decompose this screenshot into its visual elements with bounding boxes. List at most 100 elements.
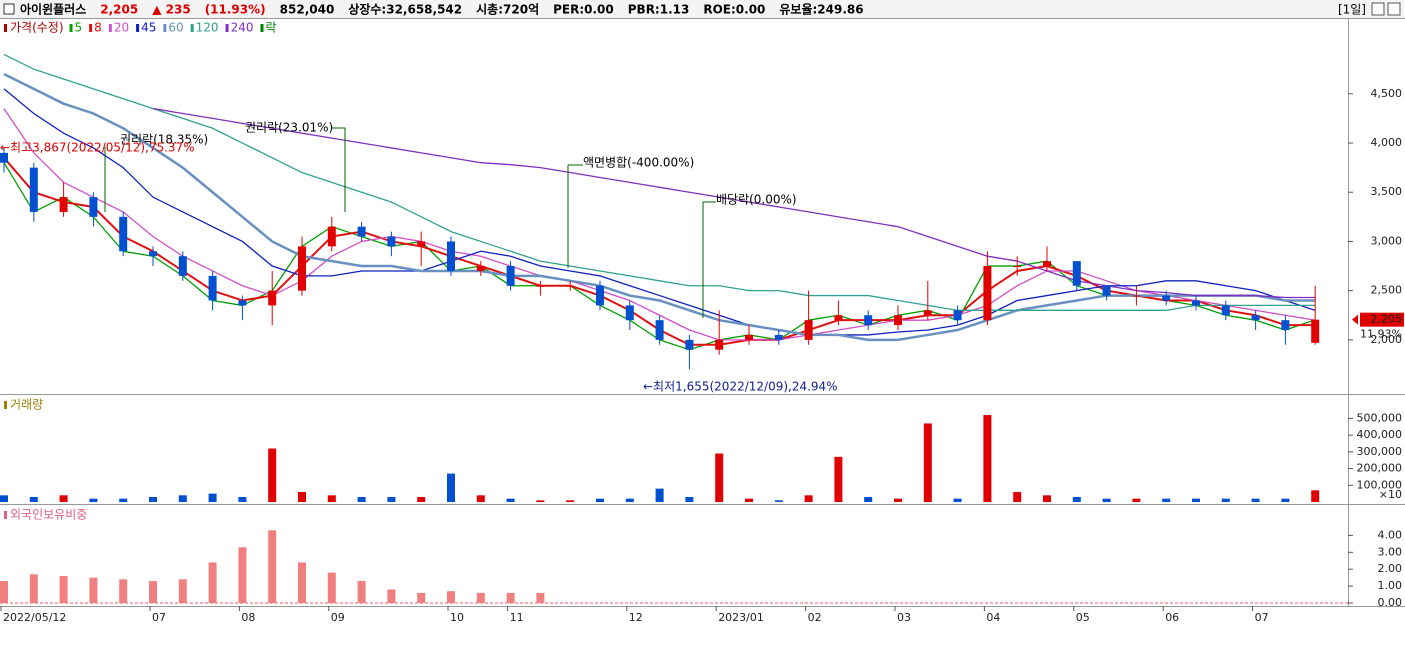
candle-body xyxy=(685,339,694,350)
bar xyxy=(178,579,187,603)
bar xyxy=(119,498,128,502)
ma-line xyxy=(3,88,1316,336)
bar xyxy=(655,488,664,502)
candle-body xyxy=(1102,285,1111,296)
bar xyxy=(506,592,515,603)
bar xyxy=(447,591,455,603)
bar xyxy=(1013,491,1022,502)
candle-body xyxy=(1013,266,1022,268)
x-tick-label: 2022/05/12 xyxy=(3,611,66,624)
candle-body xyxy=(1221,305,1230,316)
x-tick-label: 02 xyxy=(808,611,822,624)
bar xyxy=(1132,498,1141,502)
annotation: 배당락(0.00%) xyxy=(716,193,797,207)
legend-swatch xyxy=(136,24,140,32)
x-tick-label: 11 xyxy=(510,611,524,624)
candle-body xyxy=(894,315,902,326)
close-button[interactable] xyxy=(1387,2,1401,16)
bar xyxy=(685,496,694,502)
annotation-line xyxy=(702,201,716,318)
bar xyxy=(536,500,545,502)
bar xyxy=(1192,498,1200,502)
legend-swatch xyxy=(108,24,112,32)
bar xyxy=(149,581,157,603)
legend-label: 20 xyxy=(114,21,129,35)
candle-body xyxy=(625,305,634,321)
candle-body xyxy=(298,246,306,291)
y-tick-label: 4,000 xyxy=(1371,136,1403,149)
bar xyxy=(29,574,38,603)
candle-body xyxy=(119,216,128,252)
bar xyxy=(298,491,306,502)
y-tick-label: 2,000 xyxy=(1371,333,1403,346)
candle-body xyxy=(1311,319,1320,343)
candle-body xyxy=(89,197,98,217)
annotation-line xyxy=(567,164,583,268)
bar xyxy=(89,577,98,603)
window-button[interactable] xyxy=(1371,2,1385,16)
bar xyxy=(1281,498,1290,502)
title-marker xyxy=(4,24,7,32)
legend-swatch xyxy=(163,24,167,32)
bar xyxy=(387,589,396,603)
x-tick-label: 04 xyxy=(986,611,1000,624)
bar xyxy=(804,495,813,502)
bar xyxy=(596,498,604,502)
legend-label: 240 xyxy=(231,21,254,35)
bar xyxy=(208,493,217,502)
candle-body xyxy=(1281,320,1290,331)
header-field: 상장수:32,658,542 xyxy=(348,2,462,17)
candle-body xyxy=(536,285,545,287)
bar xyxy=(149,496,157,502)
candle-body xyxy=(566,285,575,287)
y-tick-label: 400,000 xyxy=(1357,428,1403,441)
bar xyxy=(208,562,217,603)
last-price: 2,205 xyxy=(1371,313,1403,326)
header-field: 유보율:249.86 xyxy=(779,3,863,17)
legend-label: 8 xyxy=(94,21,102,35)
annotation-line xyxy=(332,127,346,212)
bar xyxy=(476,592,485,603)
bar xyxy=(894,498,902,502)
bar xyxy=(0,581,8,603)
header-field: 아이윈플러스 xyxy=(20,2,86,17)
checkbox[interactable] xyxy=(3,3,15,15)
candle-body xyxy=(804,320,813,340)
y-tick-label: 1.00 xyxy=(1378,579,1403,592)
header-field: PER:0.00 xyxy=(553,3,614,17)
candle-body xyxy=(1043,261,1051,267)
bar xyxy=(29,496,38,502)
bar xyxy=(238,496,247,502)
candle-body xyxy=(1072,261,1081,286)
bar xyxy=(89,498,98,502)
x-tick-label: 08 xyxy=(241,611,255,624)
legend-label: 락 xyxy=(265,21,276,35)
x-tick-label: 2023/01 xyxy=(718,611,764,624)
candle-body xyxy=(774,334,783,340)
last-box xyxy=(1360,312,1404,327)
candle-body xyxy=(238,300,247,306)
candle-body xyxy=(59,197,68,212)
y-tick-label: 4.00 xyxy=(1378,528,1403,541)
bar xyxy=(447,473,455,502)
legend-swatch xyxy=(69,24,73,32)
candle-body xyxy=(506,266,515,286)
legend-swatch xyxy=(260,24,264,32)
panel-title: 가격(수정) xyxy=(10,21,64,35)
bar xyxy=(327,572,336,603)
bar xyxy=(536,592,545,603)
bar xyxy=(357,581,366,603)
candle-body xyxy=(1132,295,1141,297)
y-tick-label: 100,000 xyxy=(1357,478,1403,491)
header-bar xyxy=(0,0,1405,18)
header-field: ▲ 235 xyxy=(152,3,190,17)
candle-body xyxy=(834,315,843,321)
y-tick-label: 3,000 xyxy=(1371,234,1403,247)
candle-body xyxy=(387,236,396,247)
candle-body xyxy=(1162,295,1171,301)
bar xyxy=(774,500,783,502)
bar xyxy=(0,495,8,502)
y-tick-label: 300,000 xyxy=(1357,445,1403,458)
